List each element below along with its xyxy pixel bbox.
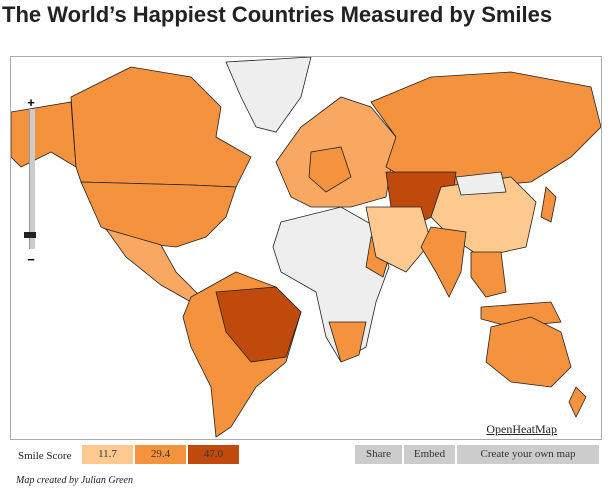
map[interactable]: + − OpenHeatMap xyxy=(10,56,602,440)
land xyxy=(328,321,367,363)
land xyxy=(540,186,557,223)
land xyxy=(370,71,601,188)
land xyxy=(215,286,302,363)
legend: 11.7 29.4 47.0 xyxy=(82,445,239,464)
land xyxy=(308,146,352,193)
land xyxy=(80,181,237,248)
button-bar: Share Embed Create your own map xyxy=(355,445,599,464)
land xyxy=(11,101,77,168)
button[interactable]: Share xyxy=(355,445,402,464)
zoom-out[interactable]: − xyxy=(27,252,35,267)
land xyxy=(225,57,312,133)
legend-step: 11.7 xyxy=(82,445,133,464)
land xyxy=(470,251,507,298)
button[interactable]: Create your own map xyxy=(457,445,599,464)
land xyxy=(455,171,507,196)
land xyxy=(485,316,572,388)
map-shapes xyxy=(11,57,601,438)
zoom-in[interactable]: + xyxy=(27,95,35,110)
zoom-knob[interactable] xyxy=(24,232,36,238)
openheatmap-link[interactable]: OpenHeatMap xyxy=(486,422,557,436)
zoom-slider[interactable] xyxy=(29,109,35,249)
legend-label: Smile Score xyxy=(18,450,72,462)
land xyxy=(568,386,587,418)
credit: Map created by Julian Green xyxy=(16,475,133,486)
legend-step: 29.4 xyxy=(135,445,186,464)
title: The World’s Happiest Countries Measured … xyxy=(2,2,553,27)
button[interactable]: Embed xyxy=(404,445,455,464)
land xyxy=(70,66,252,188)
land xyxy=(365,206,432,273)
legend-step: 47.0 xyxy=(188,445,239,464)
land xyxy=(420,226,467,298)
